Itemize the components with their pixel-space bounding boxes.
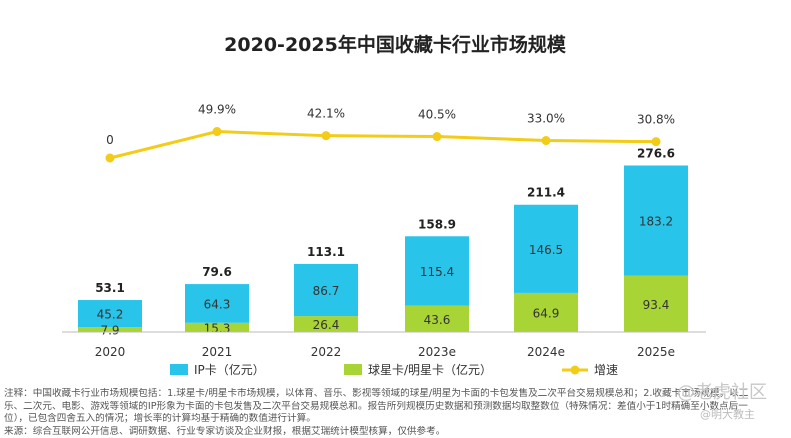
bar-value-label: 26.4 <box>313 318 340 332</box>
legend-label-star-card: 球星卡/明星卡（亿元） <box>368 362 492 377</box>
watermark: @老虎社区 <box>677 382 767 403</box>
bar-segment-ip-card <box>514 204 578 293</box>
bar-segment-star-card <box>405 305 469 332</box>
legend: IP卡（亿元） 球星卡/明星卡（亿元） 增速 <box>170 362 618 377</box>
growth-label: 40.5% <box>418 108 456 122</box>
growth-label: 42.1% <box>307 107 345 121</box>
bar-segment-star-card <box>185 322 249 332</box>
x-tick-label: 2020 <box>95 345 126 359</box>
growth-point <box>651 137 661 147</box>
growth-point <box>212 127 222 137</box>
bar-value-label: 45.2 <box>97 308 124 322</box>
bar-total-label: 113.1 <box>307 245 345 259</box>
chart: 2020-2025年中国收藏卡行业市场规模 7.9 45.2 53.1 15.3 64.… <box>62 33 706 377</box>
growth-point <box>432 132 442 142</box>
bar-segment-star-card <box>514 292 578 332</box>
bars: 7.9 45.2 53.1 15.3 64.3 79.6 26.4 86.7 113.1 43.6… <box>78 146 688 338</box>
bar-segment-star-card <box>294 316 358 332</box>
bar-value-label: 64.3 <box>204 297 231 311</box>
bar-value-label: 146.5 <box>529 243 563 257</box>
bar-total-label: 211.4 <box>527 186 565 200</box>
bar-segment-ip-card <box>294 263 358 317</box>
watermark-sub: @明大教主 <box>700 408 755 421</box>
bar-segment-ip-card <box>78 300 142 328</box>
note-line: 注释：中国收藏卡行业市场规模包括：1.球星卡/明星卡市场规模，以体育、音乐、影视… <box>4 388 749 399</box>
bar-segment-ip-card <box>405 236 469 306</box>
growth-polyline <box>109 130 657 160</box>
growth-point <box>321 131 331 141</box>
bar-value-label: 115.4 <box>420 265 454 279</box>
bar-total-label: 53.1 <box>95 281 125 295</box>
legend-label-ip-card: IP卡（亿元） <box>194 362 265 377</box>
bar-value-label: 15.3 <box>204 321 231 335</box>
legend-marker-growth <box>570 365 580 375</box>
bar-segment-star-card <box>78 327 142 332</box>
chart-title: 2020-2025年中国收藏卡行业市场规模 <box>224 33 567 56</box>
bar-segment-ip-card <box>624 165 688 276</box>
bar-value-label: 64.9 <box>533 306 560 320</box>
chart-notes: 注释：中国收藏卡行业市场规模包括：1.球星卡/明星卡市场规模，以体育、音乐、影视… <box>4 388 784 438</box>
x-tick-label: 2021 <box>202 345 233 359</box>
legend-swatch-ip-card <box>170 364 188 375</box>
bar-segment-ip-card <box>185 284 249 323</box>
note-line: 乐、二次元、电影、游戏等领域的IP形象为卡面的卡包发售及二次平台交易规模总和。报… <box>4 400 748 412</box>
growth-point <box>541 136 551 146</box>
bar-value-label: 183.2 <box>639 215 673 229</box>
bar-total-label: 79.6 <box>202 265 232 279</box>
bar-value-label: 43.6 <box>424 313 451 327</box>
legend-swatch-star-card <box>344 364 362 375</box>
x-tick-label: 2024e <box>527 345 565 359</box>
bar-total-label: 158.9 <box>418 217 456 231</box>
growth-label: 0 <box>106 133 114 147</box>
note-line: 位），已包含四舍五入的情况；增长率的计算均基于精确的数值进行计算。 <box>4 413 316 424</box>
x-tick-label: 2022 <box>311 345 342 359</box>
bar-value-label: 7.9 <box>100 324 119 338</box>
growth-label: 49.9% <box>198 103 236 117</box>
x-tick-label: 2025e <box>637 345 675 359</box>
bar-segment-star-card <box>624 275 688 332</box>
growth-point <box>105 153 115 163</box>
growth-line: 0 49.9% 42.1% 40.5% 33.0% 30.8% <box>105 103 675 163</box>
legend-label-growth: 增速 <box>594 363 618 377</box>
x-tick-label: 2023e <box>418 345 456 359</box>
growth-label: 33.0% <box>527 112 565 126</box>
bar-value-label: 93.4 <box>643 298 670 312</box>
bar-value-label: 86.7 <box>313 284 340 298</box>
x-axis: 2020 2021 2022 2023e 2024e 2025e <box>62 331 706 359</box>
bar-total-label: 276.6 <box>637 146 675 160</box>
source-line: 来源：综合互联网公开信息、调研数据、行业专家访谈及企业财报，根据艾瑞统计模型核算… <box>4 425 446 437</box>
growth-label: 30.8% <box>637 113 675 127</box>
